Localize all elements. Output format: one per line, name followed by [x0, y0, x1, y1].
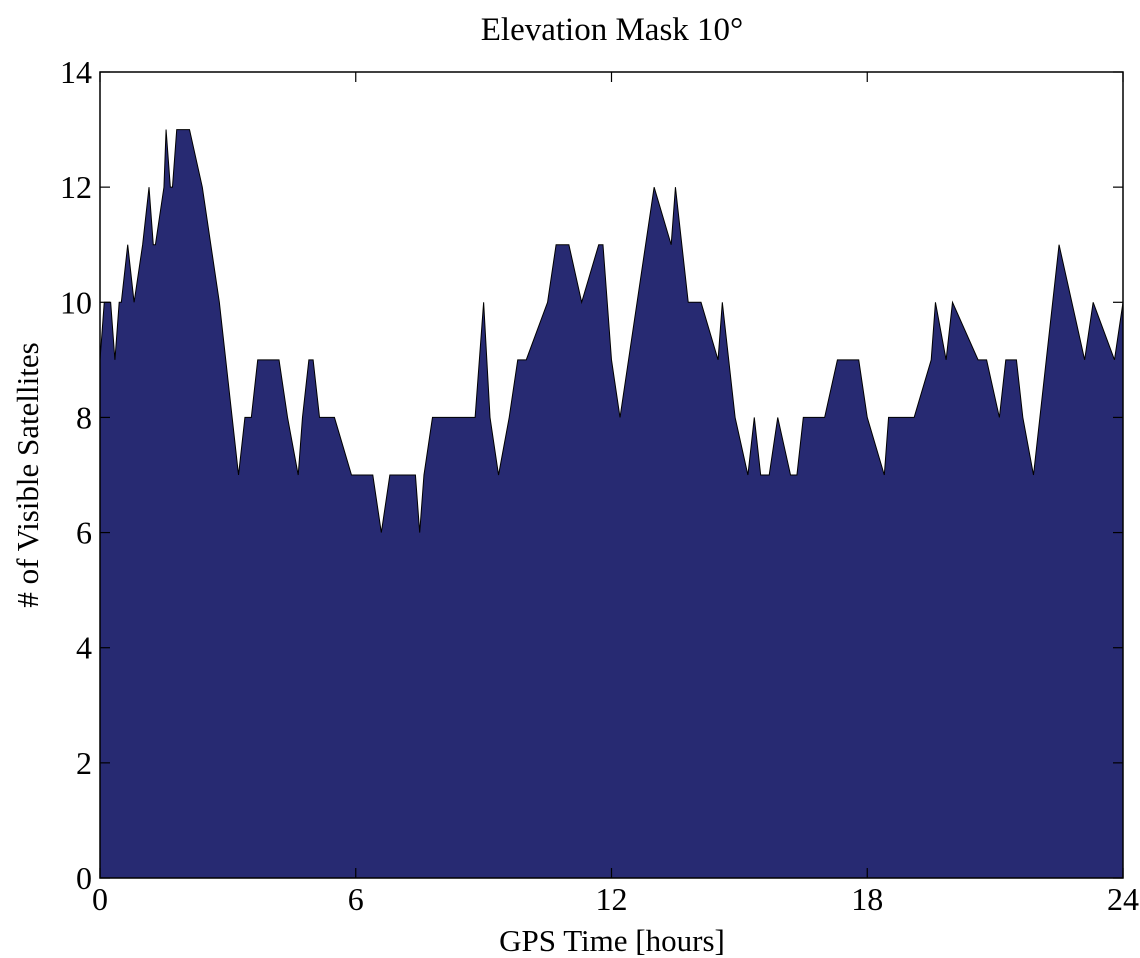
- y-tick-label: 0: [76, 860, 92, 896]
- y-tick-label: 4: [76, 630, 92, 666]
- y-tick-label: 10: [60, 284, 92, 320]
- x-tick-label: 24: [1107, 881, 1139, 917]
- area-series-fill: [99, 129, 1124, 879]
- x-axis-label: GPS Time [hours]: [499, 923, 725, 958]
- x-tick-label: 0: [92, 881, 108, 917]
- y-tick-label: 12: [60, 169, 92, 205]
- x-tick-label: 12: [596, 881, 628, 917]
- y-axis-label: # of Visible Satellites: [10, 342, 45, 607]
- y-tick-label: 6: [76, 515, 92, 551]
- chart-title: Elevation Mask 10°: [481, 12, 744, 48]
- x-tick-label: 6: [348, 881, 364, 917]
- x-tick-label: 18: [851, 881, 883, 917]
- area-series-layer: [99, 129, 1124, 879]
- y-tick-label: 2: [76, 745, 92, 781]
- y-tick-label: 8: [76, 399, 92, 435]
- y-tick-label: 14: [60, 54, 92, 90]
